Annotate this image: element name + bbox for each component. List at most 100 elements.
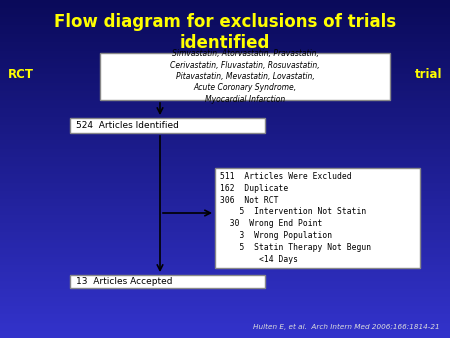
Bar bbox=[0, 301, 450, 303]
Bar bbox=[0, 14, 450, 15]
Bar bbox=[0, 74, 450, 76]
Bar bbox=[0, 208, 450, 210]
Bar bbox=[0, 223, 450, 225]
Bar bbox=[0, 166, 450, 167]
Bar bbox=[0, 93, 450, 95]
Bar bbox=[0, 76, 450, 78]
Bar bbox=[0, 154, 450, 155]
Bar bbox=[0, 265, 450, 267]
Bar bbox=[0, 159, 450, 161]
Bar bbox=[0, 169, 450, 171]
Bar bbox=[0, 188, 450, 189]
Bar bbox=[0, 123, 450, 125]
Bar bbox=[0, 289, 450, 291]
Bar bbox=[0, 105, 450, 106]
Bar bbox=[0, 68, 450, 69]
Bar bbox=[0, 149, 450, 150]
Bar bbox=[0, 174, 450, 176]
Bar bbox=[0, 10, 450, 12]
Bar bbox=[0, 238, 450, 240]
Bar bbox=[0, 308, 450, 309]
Bar bbox=[0, 90, 450, 91]
Bar bbox=[0, 66, 450, 68]
Bar bbox=[0, 157, 450, 159]
Bar bbox=[0, 47, 450, 49]
Bar bbox=[0, 189, 450, 191]
Bar bbox=[0, 144, 450, 145]
Bar bbox=[0, 78, 450, 79]
Bar bbox=[0, 303, 450, 304]
Bar bbox=[0, 42, 450, 44]
Bar bbox=[0, 220, 450, 221]
Bar bbox=[0, 254, 450, 255]
Bar bbox=[0, 81, 450, 83]
Bar bbox=[0, 52, 450, 54]
Bar bbox=[0, 213, 450, 215]
Bar bbox=[0, 221, 450, 223]
Bar bbox=[0, 103, 450, 105]
Bar bbox=[0, 27, 450, 29]
Bar bbox=[0, 2, 450, 3]
Bar bbox=[0, 183, 450, 184]
Bar bbox=[0, 203, 450, 204]
Bar bbox=[0, 297, 450, 299]
Bar bbox=[0, 63, 450, 64]
Bar bbox=[0, 117, 450, 118]
Bar bbox=[0, 211, 450, 213]
Bar bbox=[0, 286, 450, 287]
Bar bbox=[0, 64, 450, 66]
Bar bbox=[0, 215, 450, 216]
Bar bbox=[0, 272, 450, 274]
Bar bbox=[0, 39, 450, 41]
Bar bbox=[0, 181, 450, 183]
Bar bbox=[0, 24, 450, 25]
Bar bbox=[0, 226, 450, 228]
Bar bbox=[0, 233, 450, 235]
Bar bbox=[0, 218, 450, 220]
Bar bbox=[0, 199, 450, 201]
Bar bbox=[0, 198, 450, 199]
Bar bbox=[0, 291, 450, 292]
Text: Hulten E, et al.  Arch Intern Med 2006;166:1814-21: Hulten E, et al. Arch Intern Med 2006;16… bbox=[253, 324, 440, 330]
Bar bbox=[0, 284, 450, 286]
Bar bbox=[0, 287, 450, 289]
Bar bbox=[0, 177, 450, 179]
Bar bbox=[0, 29, 450, 30]
Bar bbox=[0, 331, 450, 333]
Bar bbox=[0, 210, 450, 211]
Bar bbox=[100, 53, 390, 100]
Bar bbox=[0, 137, 450, 139]
Bar bbox=[0, 248, 450, 250]
Bar bbox=[0, 84, 450, 86]
Bar bbox=[0, 316, 450, 318]
Bar bbox=[0, 41, 450, 42]
Bar bbox=[0, 324, 450, 326]
Text: Flow diagram for exclusions of trials
identified: Flow diagram for exclusions of trials id… bbox=[54, 13, 396, 52]
Text: RCT: RCT bbox=[8, 69, 34, 81]
Bar bbox=[0, 242, 450, 243]
Bar bbox=[0, 191, 450, 193]
Bar bbox=[0, 216, 450, 218]
Bar bbox=[0, 132, 450, 134]
Bar bbox=[215, 168, 420, 268]
Bar bbox=[0, 95, 450, 96]
Bar bbox=[0, 228, 450, 230]
Bar bbox=[0, 264, 450, 265]
Bar bbox=[0, 145, 450, 147]
Bar bbox=[0, 255, 450, 257]
Bar bbox=[0, 130, 450, 132]
Bar bbox=[0, 139, 450, 140]
Bar bbox=[0, 57, 450, 59]
Bar bbox=[0, 250, 450, 252]
Text: 524  Articles Identified: 524 Articles Identified bbox=[76, 121, 179, 130]
Bar bbox=[0, 296, 450, 297]
Bar bbox=[0, 252, 450, 254]
Text: Simvastatin, Atorvastatin, Pravastatin,
Cerivastatin, Fluvastatin, Rosuvastatin,: Simvastatin, Atorvastatin, Pravastatin, … bbox=[170, 49, 320, 104]
Bar bbox=[0, 279, 450, 281]
Bar bbox=[0, 46, 450, 47]
Bar bbox=[0, 294, 450, 296]
Bar bbox=[0, 328, 450, 330]
Bar bbox=[0, 8, 450, 10]
Bar bbox=[0, 135, 450, 137]
Bar bbox=[0, 235, 450, 237]
